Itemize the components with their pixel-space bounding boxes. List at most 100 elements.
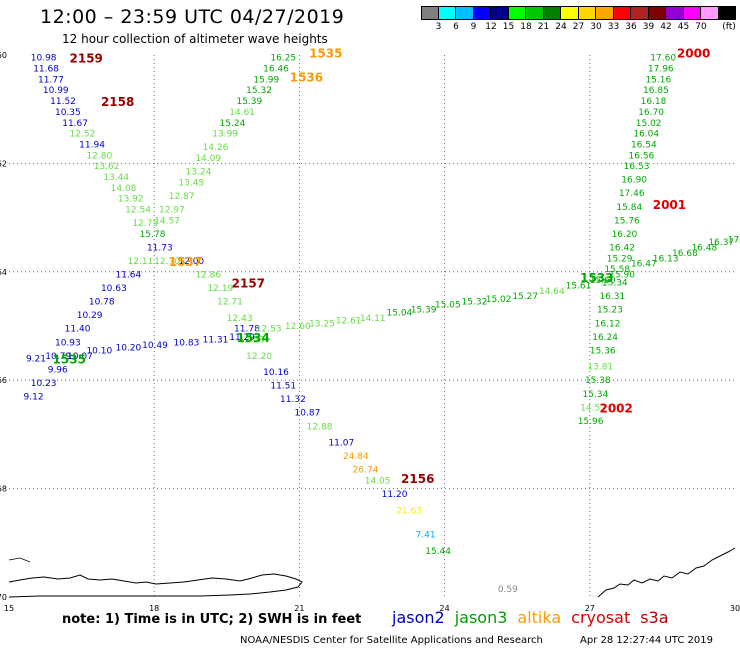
pass-time-label: 1535 xyxy=(309,46,342,60)
map-subtitle: 12 hour collection of altimeter wave hei… xyxy=(62,32,328,46)
legend-tick-label: 6 xyxy=(453,22,459,32)
wave-height-value: 15.39 xyxy=(411,306,437,316)
wave-height-value: 13.81 xyxy=(587,363,613,373)
lon-tick-label: 30 xyxy=(730,604,740,613)
wave-height-value: 15.24 xyxy=(220,119,246,129)
wave-height-value: 16.54 xyxy=(631,140,657,150)
legend-swatch xyxy=(508,6,526,20)
wave-height-value: 12.80 xyxy=(86,151,112,161)
wave-height-value: 0.59 xyxy=(498,585,518,595)
wave-height-value: 12.19 xyxy=(207,284,233,294)
legend-swatch xyxy=(631,6,649,20)
wave-height-value: 15.76 xyxy=(614,216,640,226)
wave-height-value: 11.32 xyxy=(280,395,306,405)
coastline-west xyxy=(8,573,303,598)
wave-height-value: 12.75 xyxy=(132,219,158,229)
lon-tick-label: 24 xyxy=(440,604,450,613)
legend-tick-label: 21 xyxy=(537,22,550,32)
wave-height-value: 11.52 xyxy=(50,97,76,107)
legend-tick-label: 3 xyxy=(435,22,442,32)
wave-height-value: 15.39 xyxy=(236,97,262,107)
wave-height-value: 13.24 xyxy=(186,168,212,178)
wave-height-value: 15.61 xyxy=(566,281,592,291)
generated-timestamp: Apr 28 12:27:44 UTC 2019 xyxy=(580,635,713,646)
wave-height-value: 12.97 xyxy=(159,205,185,215)
satellite-cryosat: cryosat xyxy=(571,608,631,627)
legend-tick-label: 45 xyxy=(677,22,690,32)
wave-height-value: 12.71 xyxy=(217,298,243,308)
pass-time-label: 2159 xyxy=(70,52,103,66)
legend-swatch xyxy=(718,6,736,20)
wave-height-value: 15.23 xyxy=(597,306,623,316)
wave-height-value: 9.21 xyxy=(26,355,46,365)
pass-time-label: 1536 xyxy=(290,71,323,85)
satellite-altika: altika xyxy=(517,608,562,627)
wave-height-value: 13.99 xyxy=(212,130,238,140)
wave-height-value: 12.88 xyxy=(307,422,333,432)
pass-time-label: 1537 xyxy=(169,255,202,269)
lat-tick-label: -70 xyxy=(0,593,7,602)
legend-swatch xyxy=(561,6,579,20)
wave-height-value: 15.34 xyxy=(602,279,628,289)
legend-swatch xyxy=(491,6,509,20)
legend-swatch xyxy=(473,6,491,20)
wave-height-value: 15.04 xyxy=(387,308,413,318)
wave-height-value: 10.99 xyxy=(43,86,69,96)
pass-time-label: 2001 xyxy=(653,198,686,212)
wave-height-value: 11.68 xyxy=(33,65,59,75)
wave-height-value: 21.63 xyxy=(396,506,422,516)
antarctic-coastline xyxy=(8,547,736,598)
wave-height-value: 26.74 xyxy=(353,466,379,476)
wave-height-value: 9.12 xyxy=(24,392,44,402)
wave-height-value: 16.53 xyxy=(624,162,650,172)
wave-height-value: 14.61 xyxy=(229,108,255,118)
legend-tick-label: 33 xyxy=(607,22,620,32)
wave-height-value: 11.51 xyxy=(270,382,296,392)
map-axes: -60 -62 -64 -66 -68 -70 15 18 21 24 27 30 xyxy=(0,51,740,613)
legend-color-bar xyxy=(421,6,736,20)
legend-swatch xyxy=(543,6,561,20)
wave-height-value: 16.48 xyxy=(691,243,717,253)
wave-height-value: 10.20 xyxy=(115,344,141,354)
legend-swatch xyxy=(613,6,631,20)
color-legend: 3 6 9 12 15 18 21 24 27 30 33 36 39 42 45 70 (ft) xyxy=(421,6,736,32)
wave-height-value: 12.87 xyxy=(169,192,195,202)
wave-height-value: 15.16 xyxy=(645,75,671,85)
wave-height-value: 11.40 xyxy=(65,325,91,335)
wave-height-value: 16.47 xyxy=(631,260,657,270)
map-grid xyxy=(9,55,735,597)
lon-tick-label: 27 xyxy=(585,604,595,613)
credit-line: NOAA/NESDIS Center for Satellite Applica… xyxy=(240,635,543,646)
map-title: 12:00 – 23:59 UTC 04/27/2019 xyxy=(40,6,345,28)
wave-height-value: 11.20 xyxy=(382,490,408,500)
legend-tick-label: 18 xyxy=(520,22,532,32)
wave-height-readings: 10.9811.6811.7710.9911.5210.3511.6712.52… xyxy=(24,54,740,595)
wave-height-value: 10.49 xyxy=(142,341,168,351)
pass-time-label: 2156 xyxy=(401,472,434,486)
lon-tick-label: 18 xyxy=(149,604,159,613)
wave-height-value: 15.96 xyxy=(578,417,604,427)
wave-height-value: 12.43 xyxy=(227,314,253,324)
footnote: note: 1) Time is in UTC; 2) SWH is in fe… xyxy=(62,612,362,627)
wave-height-value: 7.41 xyxy=(416,531,436,541)
wave-height-value: 15.84 xyxy=(616,203,642,213)
wave-height-value: 13.62 xyxy=(94,162,120,172)
satellite-legend: jason2 jason3 altika cryosat s3a xyxy=(392,608,669,627)
wave-height-value: 16.90 xyxy=(621,176,647,186)
wave-height-value: 10.23 xyxy=(31,379,57,389)
wave-height-value: 12.11 xyxy=(128,257,154,267)
wave-height-value: 17.96 xyxy=(648,65,674,75)
wave-height-value: 11.67 xyxy=(62,119,88,129)
wave-height-value: 15.32 xyxy=(246,86,272,96)
wave-height-value: 12.00 xyxy=(178,257,204,267)
wave-height-value: 10.78 xyxy=(89,298,115,308)
legend-swatch xyxy=(456,6,474,20)
wave-height-value: 16.04 xyxy=(633,130,659,140)
wave-height-value: 15.90 xyxy=(609,271,635,281)
wave-height-value: 12.54 xyxy=(125,205,151,215)
pass-labels: 2159 2158 1535 1536 2000 2001 1537 2157 1534 1533… xyxy=(53,46,711,485)
wave-height-value: 15.29 xyxy=(607,254,633,264)
wave-height-value: 10.87 xyxy=(295,409,321,419)
wave-height-value: 10.07 xyxy=(67,352,93,362)
wave-height-value: 10.16 xyxy=(263,368,289,378)
